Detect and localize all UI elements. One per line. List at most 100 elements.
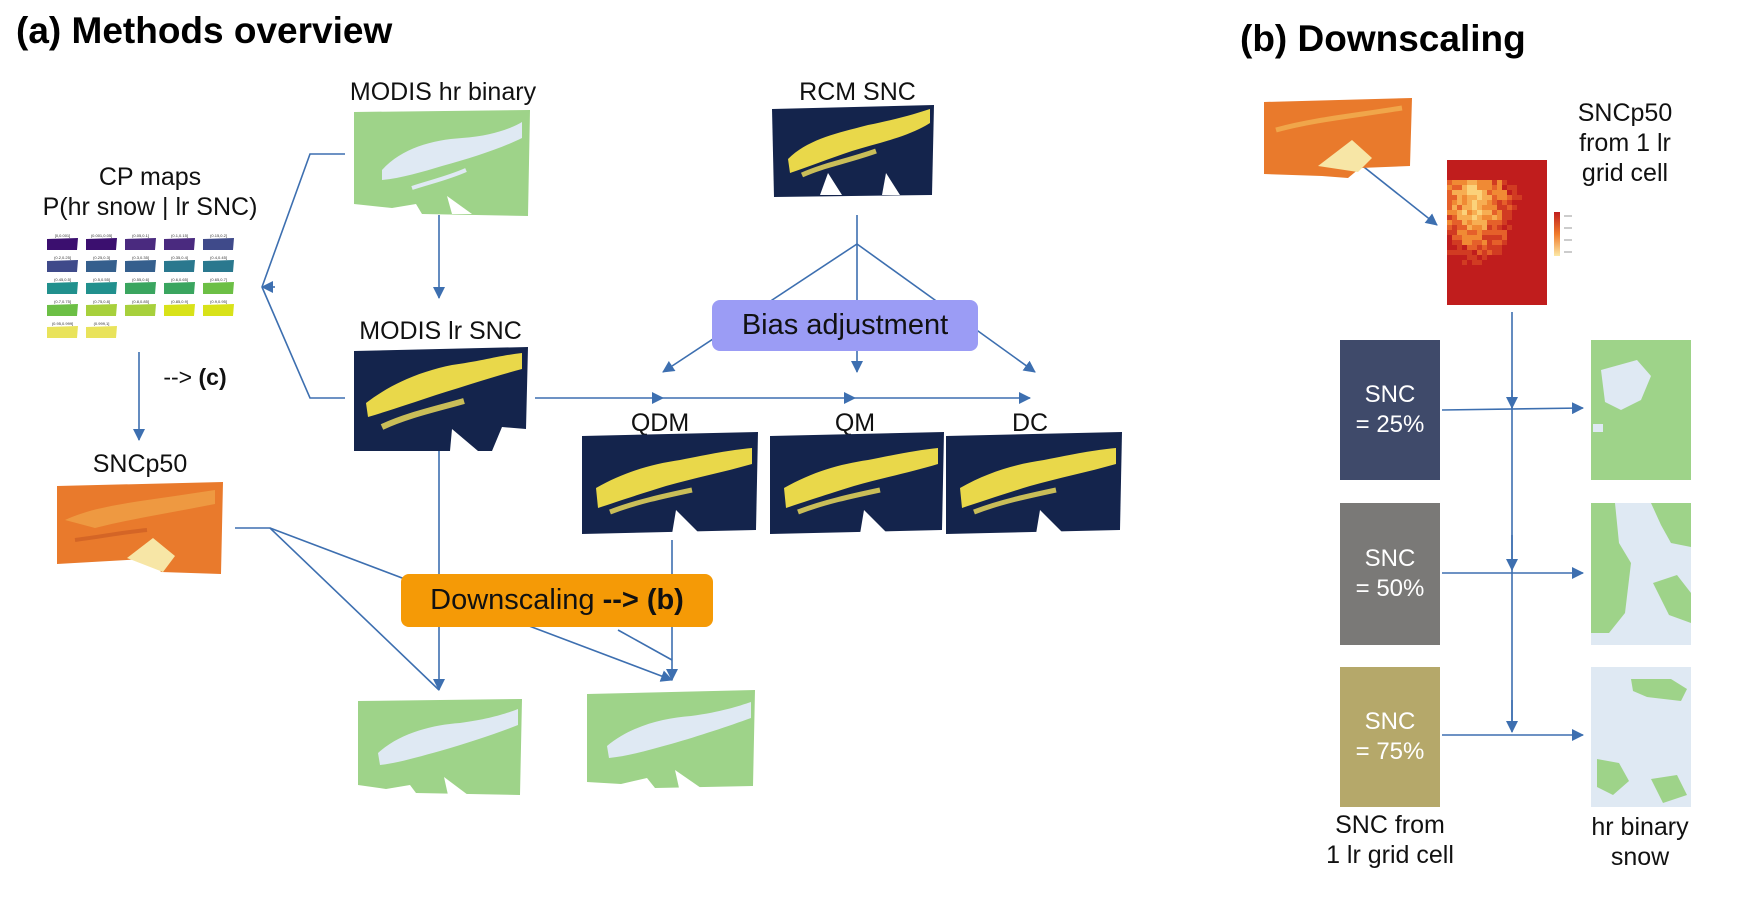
heatmap-cell <box>1482 290 1487 295</box>
heatmap-cell <box>1477 235 1482 240</box>
downscaling-join <box>617 629 673 661</box>
heatmap-cell <box>1472 205 1477 210</box>
heatmap-cell <box>1467 170 1472 175</box>
heatmap-cell <box>1467 290 1472 295</box>
heatmap-cell <box>1467 295 1472 300</box>
heatmap-cell <box>1527 235 1532 240</box>
heatmap-cell <box>1522 270 1527 275</box>
heatmap-cell <box>1492 240 1497 245</box>
heatmap-cell <box>1452 200 1457 205</box>
heatmap-cell <box>1502 300 1507 305</box>
heatmap-cell <box>1542 185 1547 190</box>
b-snc-75-line1: SNC <box>1364 708 1416 735</box>
heatmap-cell <box>1527 290 1532 295</box>
heatmap-cell <box>1527 220 1532 225</box>
heatmap-cell <box>1507 235 1512 240</box>
heatmap-cell <box>1517 225 1522 230</box>
heatmap-cell <box>1477 225 1482 230</box>
heatmap-cell <box>1487 245 1492 250</box>
heatmap-cell <box>1472 265 1477 270</box>
b-label-hr-binary-2: snow <box>1610 843 1670 871</box>
heatmap-cell <box>1542 175 1547 180</box>
heatmap-cell <box>1502 205 1507 210</box>
heatmap-cell <box>1542 220 1547 225</box>
cp-thumbnail-label: (0.95,0.999] <box>52 321 73 326</box>
heatmap-cell <box>1512 160 1517 165</box>
heatmap-cell <box>1447 165 1452 170</box>
heatmap-cell <box>1502 185 1507 190</box>
heatmap-cell <box>1532 250 1537 255</box>
heatmap-cell <box>1522 250 1527 255</box>
heatmap-cell <box>1487 280 1492 285</box>
cp-thumbnail-label: (0.65,0.7] <box>210 277 227 282</box>
heatmap-cell <box>1517 245 1522 250</box>
heatmap-cell <box>1467 185 1472 190</box>
heatmap-cell <box>1517 205 1522 210</box>
label-dc: DC <box>1011 409 1049 437</box>
cp-maps-grid: [0,0.001] (0.001,0.05] (0.05,0.1] (0.1,0.15… <box>45 232 240 342</box>
heatmap-cell <box>1492 220 1497 225</box>
heatmap-cell <box>1517 260 1522 265</box>
heatmap-cell <box>1522 230 1527 235</box>
heatmap-cell <box>1527 245 1532 250</box>
heatmap-cell <box>1452 170 1457 175</box>
heatmap-cell <box>1452 270 1457 275</box>
heatmap-cell <box>1532 280 1537 285</box>
heatmap-cell <box>1542 225 1547 230</box>
heatmap-cell <box>1537 250 1542 255</box>
heatmap-cell <box>1507 190 1512 195</box>
heatmap-cell <box>1507 160 1512 165</box>
heatmap-cell <box>1512 205 1517 210</box>
b-hr-binary-25 <box>1591 340 1691 480</box>
heatmap-cell <box>1532 165 1537 170</box>
heatmap-cell <box>1467 260 1472 265</box>
heatmap-cell <box>1452 260 1457 265</box>
heatmap-cell <box>1517 235 1522 240</box>
heatmap-cell <box>1507 280 1512 285</box>
heatmap-cell <box>1527 180 1532 185</box>
heatmap-cell <box>1462 175 1467 180</box>
heatmap-cell <box>1482 245 1487 250</box>
label-rcm-snc: RCM SNC <box>799 78 916 106</box>
heatmap-cell <box>1462 200 1467 205</box>
cp-thumbnail-label: (0.2,0.25] <box>54 255 71 260</box>
b-label-sncp50-1: SNCp50 <box>1577 99 1673 127</box>
heatmap-cell <box>1522 245 1527 250</box>
downscaling-text: Downscaling <box>430 584 595 616</box>
heatmap-cell <box>1497 165 1502 170</box>
heatmap-cell <box>1537 215 1542 220</box>
heatmap-cell <box>1497 195 1502 200</box>
heatmap-cell <box>1522 205 1527 210</box>
heatmap-cell <box>1482 275 1487 280</box>
heatmap-cell <box>1542 240 1547 245</box>
heatmap-cell <box>1462 300 1467 305</box>
map-modis-lr-snc <box>354 347 528 451</box>
heatmap-cell <box>1472 200 1477 205</box>
heatmap-cell <box>1472 255 1477 260</box>
heatmap-cell <box>1492 265 1497 270</box>
heatmap-cell <box>1477 205 1482 210</box>
heatmap-cell <box>1457 240 1462 245</box>
heatmap-cell <box>1482 300 1487 305</box>
heatmap-cell <box>1507 165 1512 170</box>
heatmap-cell <box>1537 190 1542 195</box>
heatmap-cell <box>1532 260 1537 265</box>
heatmap-cell <box>1477 265 1482 270</box>
heatmap-cell <box>1517 170 1522 175</box>
heatmap-cell <box>1517 210 1522 215</box>
heatmap-cell <box>1532 240 1537 245</box>
heatmap-cell <box>1467 175 1472 180</box>
heatmap-cell <box>1527 215 1532 220</box>
heatmap-cell <box>1487 240 1492 245</box>
heatmap-cell <box>1467 300 1472 305</box>
heatmap-cell <box>1457 225 1462 230</box>
label-qm: QM <box>834 409 876 437</box>
heatmap-cell <box>1457 275 1462 280</box>
heatmap-cell <box>1477 260 1482 265</box>
heatmap-cell <box>1462 220 1467 225</box>
heatmap-cell <box>1447 180 1452 185</box>
heatmap-cell <box>1512 165 1517 170</box>
heatmap-cell <box>1447 225 1452 230</box>
heatmap-cell <box>1477 275 1482 280</box>
cp-thumbnail-map <box>125 260 156 272</box>
